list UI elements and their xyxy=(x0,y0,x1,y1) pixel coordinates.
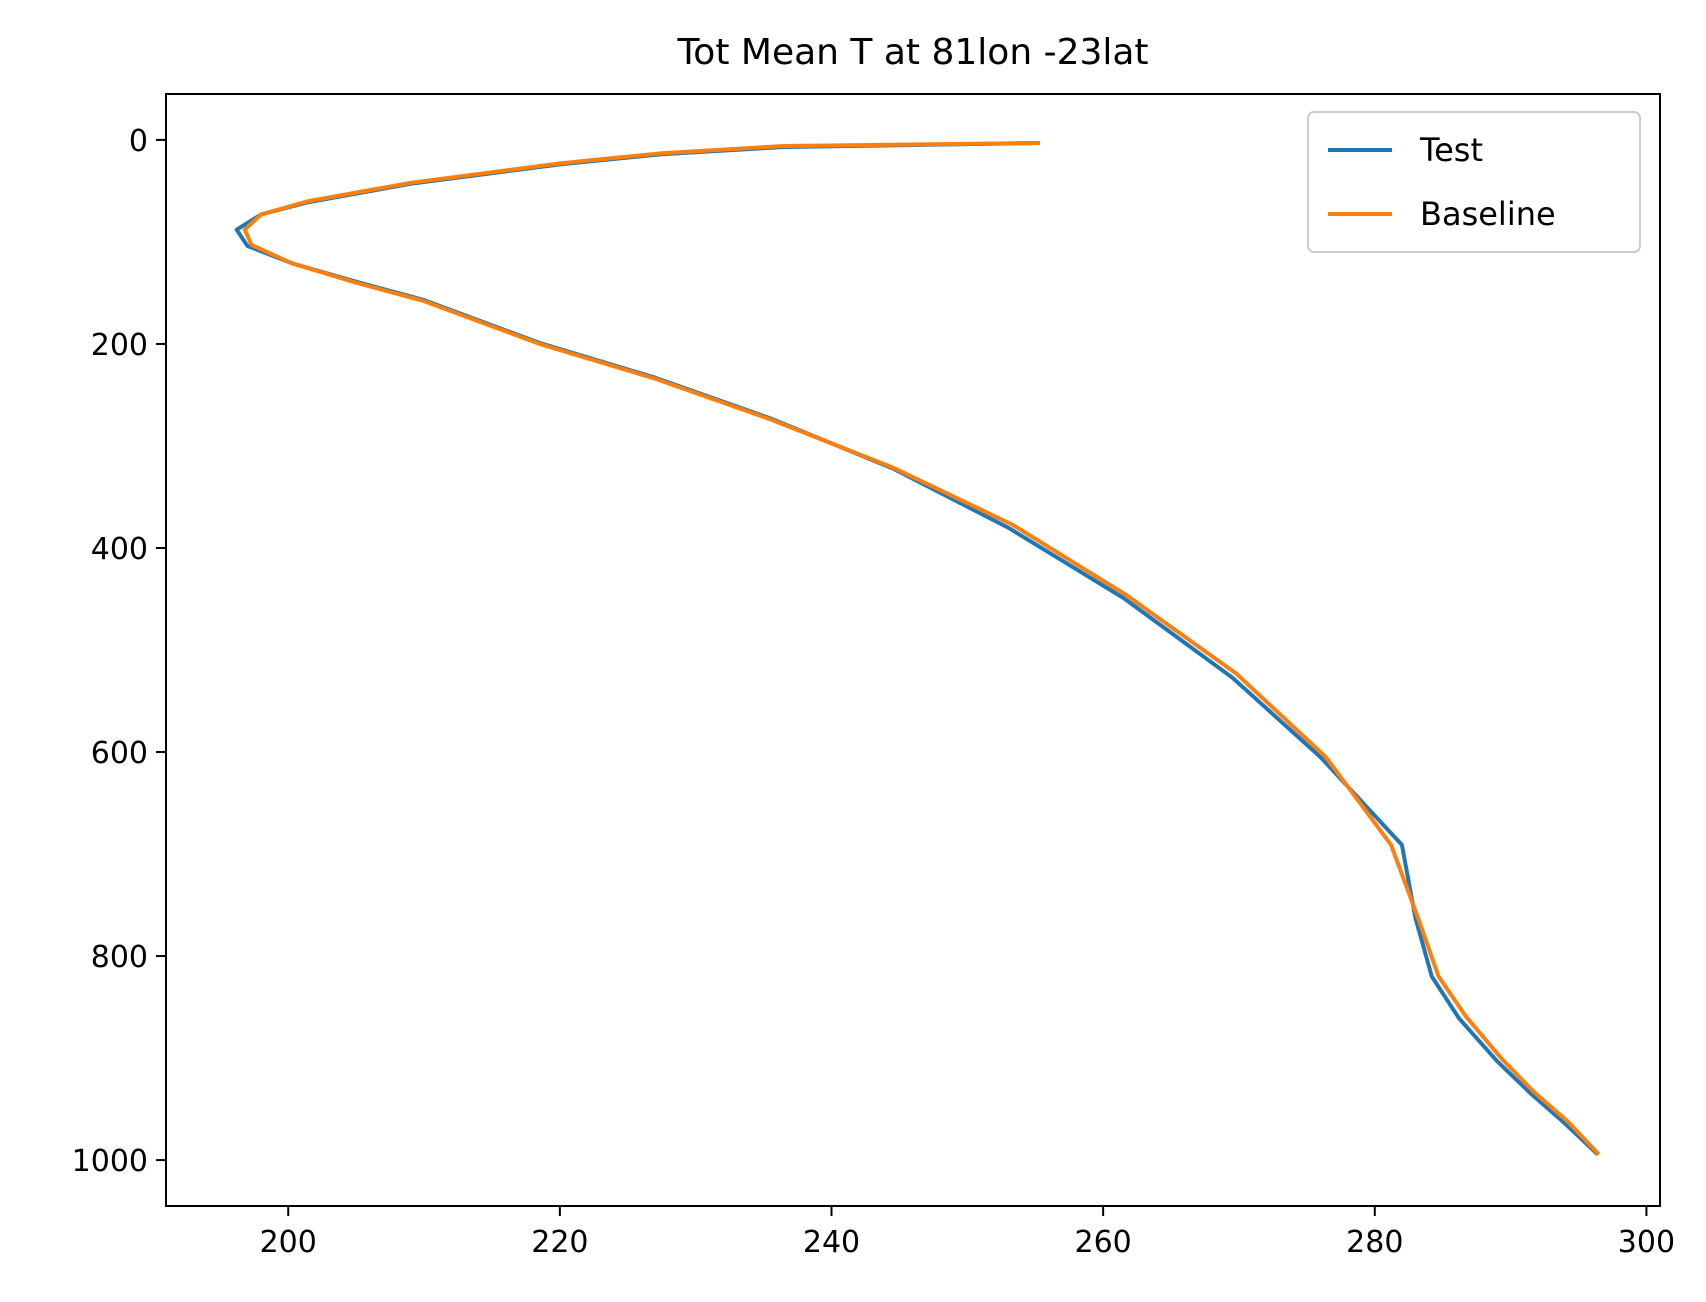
x-tick-label: 220 xyxy=(531,1225,588,1260)
y-tick-label: 1000 xyxy=(72,1144,148,1179)
y-tick-label: 400 xyxy=(91,532,148,567)
x-tick-label: 280 xyxy=(1346,1225,1403,1260)
plot-area xyxy=(165,93,1661,1207)
series-layer xyxy=(234,140,1601,1156)
y-tick-label: 200 xyxy=(91,328,148,363)
y-tick-label: 0 xyxy=(129,124,148,159)
x-tick-label: 240 xyxy=(803,1225,860,1260)
x-tick-label: 200 xyxy=(260,1225,317,1260)
legend-box xyxy=(1307,111,1641,253)
legend-label-baseline: Baseline xyxy=(1420,195,1556,233)
x-axis: 200 220 240 260 280 300 xyxy=(260,1206,1675,1260)
legend-label-test: Test xyxy=(1419,131,1483,169)
y-axis: 0 200 400 600 800 1000 xyxy=(72,124,166,1179)
series-line-baseline xyxy=(242,140,1601,1156)
legend: Test Baseline xyxy=(1307,111,1641,253)
chart-title: Tot Mean T at 81lon -23lat xyxy=(676,32,1148,73)
y-tick-label: 800 xyxy=(91,940,148,975)
y-tick-label: 600 xyxy=(91,736,148,771)
x-tick-label: 300 xyxy=(1618,1225,1675,1260)
x-tick-label: 260 xyxy=(1075,1225,1132,1260)
